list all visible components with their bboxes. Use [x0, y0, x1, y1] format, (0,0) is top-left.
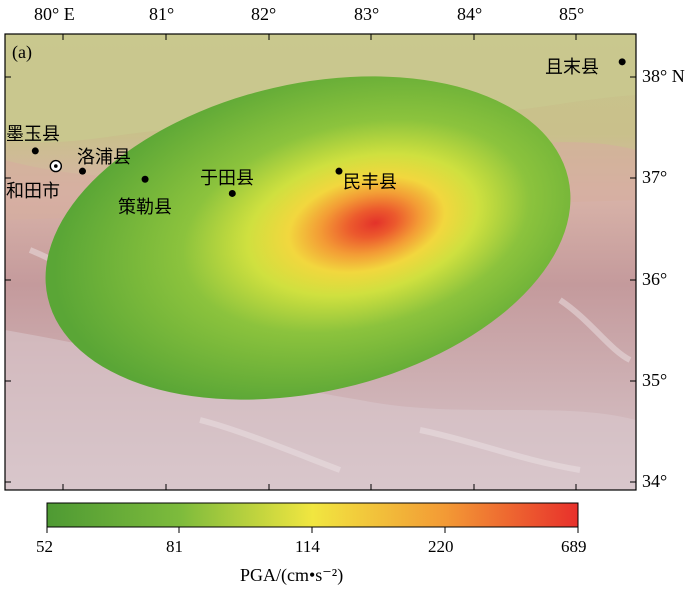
city-marker	[335, 167, 343, 175]
x-tick-label-82: 82°	[251, 4, 277, 24]
colorbar-tick-114: 114	[295, 537, 320, 556]
x-tick-label-84: 84°	[457, 4, 483, 24]
city-marker	[228, 189, 236, 197]
y-tick-label-37: 37°	[642, 167, 668, 187]
panel-label: (a)	[12, 42, 32, 62]
city-markers	[31, 58, 626, 197]
x-tick-label-80: 80° E	[34, 4, 75, 24]
colorbar-ticks	[46, 527, 579, 533]
y-tick-label-36: 36°	[642, 269, 668, 289]
colorbar-tick-52: 52	[36, 537, 53, 556]
city-label-yutian: 于田县	[200, 168, 254, 189]
y-tick-marks	[5, 76, 636, 483]
map-frame	[4, 33, 637, 491]
city-marker	[54, 164, 58, 168]
colorbar-tick-220: 220	[428, 537, 454, 556]
city-label-qira: 策勒县	[118, 197, 172, 218]
city-label-hotan: 和田市	[6, 181, 60, 202]
y-tick-label-35: 35°	[642, 370, 668, 390]
city-label-moyu: 墨玉县	[6, 124, 60, 145]
x-tick-label-83: 83°	[354, 4, 380, 24]
pga-field	[45, 76, 571, 400]
colorbar-title: PGA/(cm•s⁻²)	[240, 565, 344, 585]
city-marker	[618, 58, 626, 66]
colorbar-tick-81: 81	[166, 537, 183, 556]
colorbar	[46, 502, 579, 528]
city-marker	[78, 167, 86, 175]
city-label-qiemo: 且末县	[545, 57, 599, 78]
y-tick-label-34: 34°	[642, 471, 668, 491]
city-label-minfeng: 民丰县	[343, 172, 397, 193]
x-tick-label-81: 81°	[149, 4, 175, 24]
city-marker	[31, 147, 39, 155]
x-tick-marks	[62, 34, 577, 490]
colorbar-tick-689: 689	[561, 537, 587, 556]
y-tick-label-38: 38° N	[642, 66, 685, 86]
city-marker	[141, 175, 149, 183]
city-label-luopu: 洛浦县	[77, 147, 131, 168]
x-tick-label-85: 85°	[559, 4, 585, 24]
